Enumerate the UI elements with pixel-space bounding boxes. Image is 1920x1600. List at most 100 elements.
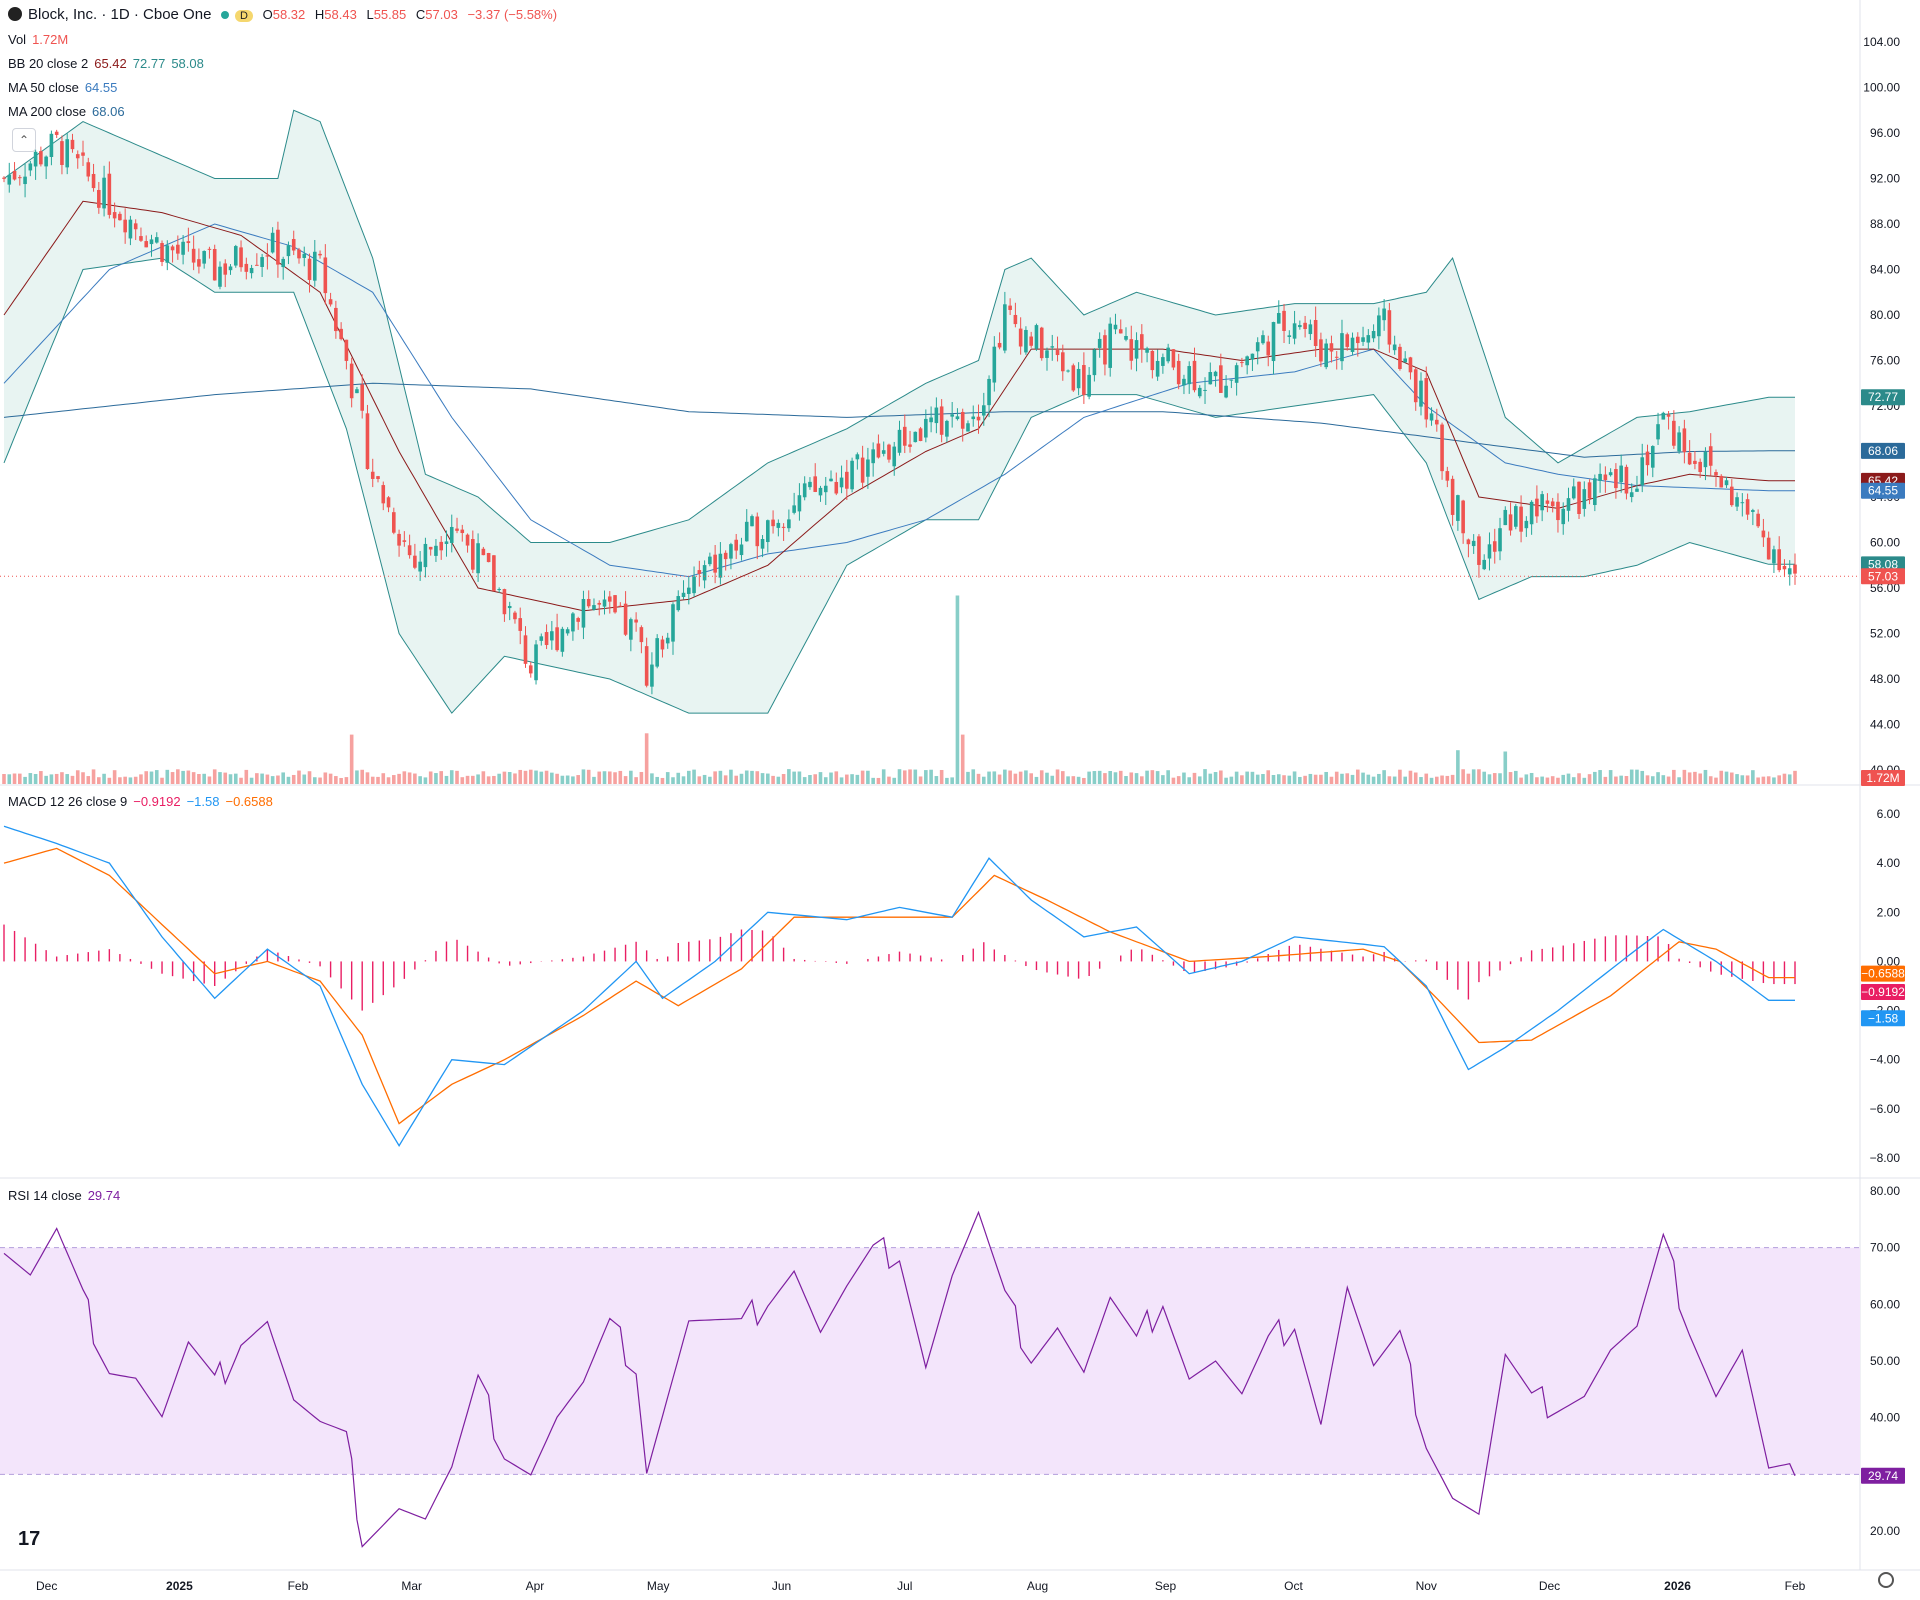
- candle-body: [1498, 528, 1502, 552]
- volume-bar: [1313, 774, 1318, 784]
- candle-body: [1150, 350, 1155, 371]
- candle-body: [23, 176, 27, 185]
- macd-axis-tick-label: 2.00: [1877, 905, 1901, 919]
- volume-bar: [18, 773, 22, 784]
- candle-body: [1018, 328, 1023, 347]
- candle-body: [1103, 335, 1107, 365]
- candle-body: [65, 139, 70, 168]
- volume-bar: [607, 771, 612, 784]
- candle-body: [1340, 333, 1344, 362]
- bollinger-lower-line: [3, 257, 1795, 714]
- volume-bar: [1287, 775, 1292, 784]
- settings-gear-icon[interactable]: [1878, 1572, 1894, 1588]
- volume-bar: [702, 774, 707, 784]
- candle-body: [1593, 478, 1597, 506]
- volume-bar: [539, 771, 544, 784]
- volume-bar: [1261, 774, 1265, 784]
- candle-body: [1234, 365, 1239, 383]
- interval-badge[interactable]: D: [235, 10, 253, 22]
- candle-body: [787, 519, 791, 529]
- rsi-axis-tick-label: 60.00: [1870, 1297, 1900, 1311]
- rsi-legend[interactable]: RSI 14 close 29.74: [8, 1188, 126, 1203]
- macd-line: [3, 825, 1795, 1147]
- volume-bar: [54, 773, 59, 784]
- volume-bar: [1092, 771, 1097, 784]
- volume-bar: [1577, 773, 1581, 784]
- collapse-legend-button[interactable]: ⌃: [12, 128, 36, 152]
- volume-bar: [1793, 770, 1797, 784]
- candle-body: [460, 529, 465, 534]
- candle-body: [154, 237, 159, 243]
- volume-bar: [1197, 776, 1202, 784]
- market-status-icon: [221, 11, 230, 19]
- candle-body: [60, 141, 64, 165]
- volume-bar: [1255, 774, 1260, 784]
- volume-bar: [1303, 775, 1307, 784]
- candle-body: [1698, 461, 1702, 473]
- ma200-legend[interactable]: MA 200 close 68.06: [8, 104, 131, 119]
- volume-bar: [1787, 774, 1792, 784]
- bollinger-basis-line: [3, 200, 1795, 612]
- volume-bar: [1498, 773, 1502, 784]
- volume-bar: [144, 771, 149, 784]
- change-value: −3.37 (−5.58%): [467, 7, 558, 22]
- candle-body: [934, 407, 939, 424]
- candle-body: [665, 637, 670, 644]
- candle-body: [1640, 457, 1645, 486]
- candle-body: [1587, 482, 1592, 499]
- volume-bar: [1219, 770, 1223, 784]
- volume-bar: [671, 777, 675, 784]
- candle-body: [1714, 472, 1718, 476]
- volume-bar: [1729, 772, 1734, 784]
- candle-body: [971, 416, 976, 420]
- volume-bar: [813, 774, 818, 784]
- volume-bar: [1751, 770, 1755, 784]
- candle-body: [1371, 330, 1376, 339]
- candle-body: [281, 258, 285, 268]
- candle-body: [1687, 452, 1692, 465]
- candle-body: [1118, 329, 1123, 334]
- candle-body: [449, 526, 454, 543]
- volume-bar: [165, 769, 170, 784]
- volume-bar: [481, 771, 486, 784]
- candle-body: [1161, 357, 1165, 366]
- volume-bar: [170, 772, 175, 784]
- candle-body: [312, 251, 317, 281]
- bb-legend[interactable]: BB 20 close 2 65.42 72.77 58.08: [8, 56, 210, 71]
- candle-body: [1187, 366, 1192, 385]
- candle-body: [481, 548, 486, 556]
- volume-bar: [1508, 772, 1513, 784]
- price-axis-tick-label: 56.00: [1870, 581, 1900, 595]
- macd-legend[interactable]: MACD 12 26 close 9 −0.9192 −1.58 −0.6588: [8, 794, 279, 809]
- candle-body: [929, 417, 933, 423]
- volume-legend[interactable]: Vol 1.72M: [8, 32, 74, 47]
- volume-bar: [1714, 777, 1718, 784]
- tradingview-logo-icon[interactable]: 17: [18, 1528, 41, 1550]
- ma50-legend[interactable]: MA 50 close 64.55: [8, 80, 123, 95]
- ma50-value: 64.55: [84, 80, 118, 95]
- candle-body: [1766, 537, 1771, 560]
- volume-bar: [112, 770, 117, 784]
- candle-body: [1403, 358, 1407, 363]
- candle-body: [1245, 356, 1249, 366]
- candle-body: [560, 628, 565, 652]
- candle-body: [186, 241, 191, 244]
- volume-bar: [1777, 775, 1781, 784]
- volume-bar: [297, 770, 301, 784]
- volume-bar: [1029, 773, 1033, 784]
- candle-body: [1060, 352, 1065, 372]
- volume-bar: [1350, 774, 1355, 784]
- candle-body: [123, 219, 127, 233]
- candle-body: [307, 258, 312, 280]
- volume-bar: [239, 777, 243, 784]
- last-price-badge: 57.03: [1868, 569, 1898, 583]
- volume-bar: [913, 769, 918, 784]
- price-axis-tick-label: 76.00: [1870, 354, 1900, 368]
- volume-bar: [1166, 770, 1170, 784]
- volume-bar: [692, 769, 696, 784]
- volume-bar: [265, 774, 270, 784]
- candle-body: [544, 632, 549, 646]
- ma200-badge: 68.06: [1868, 444, 1898, 458]
- volume-bar: [1740, 775, 1745, 784]
